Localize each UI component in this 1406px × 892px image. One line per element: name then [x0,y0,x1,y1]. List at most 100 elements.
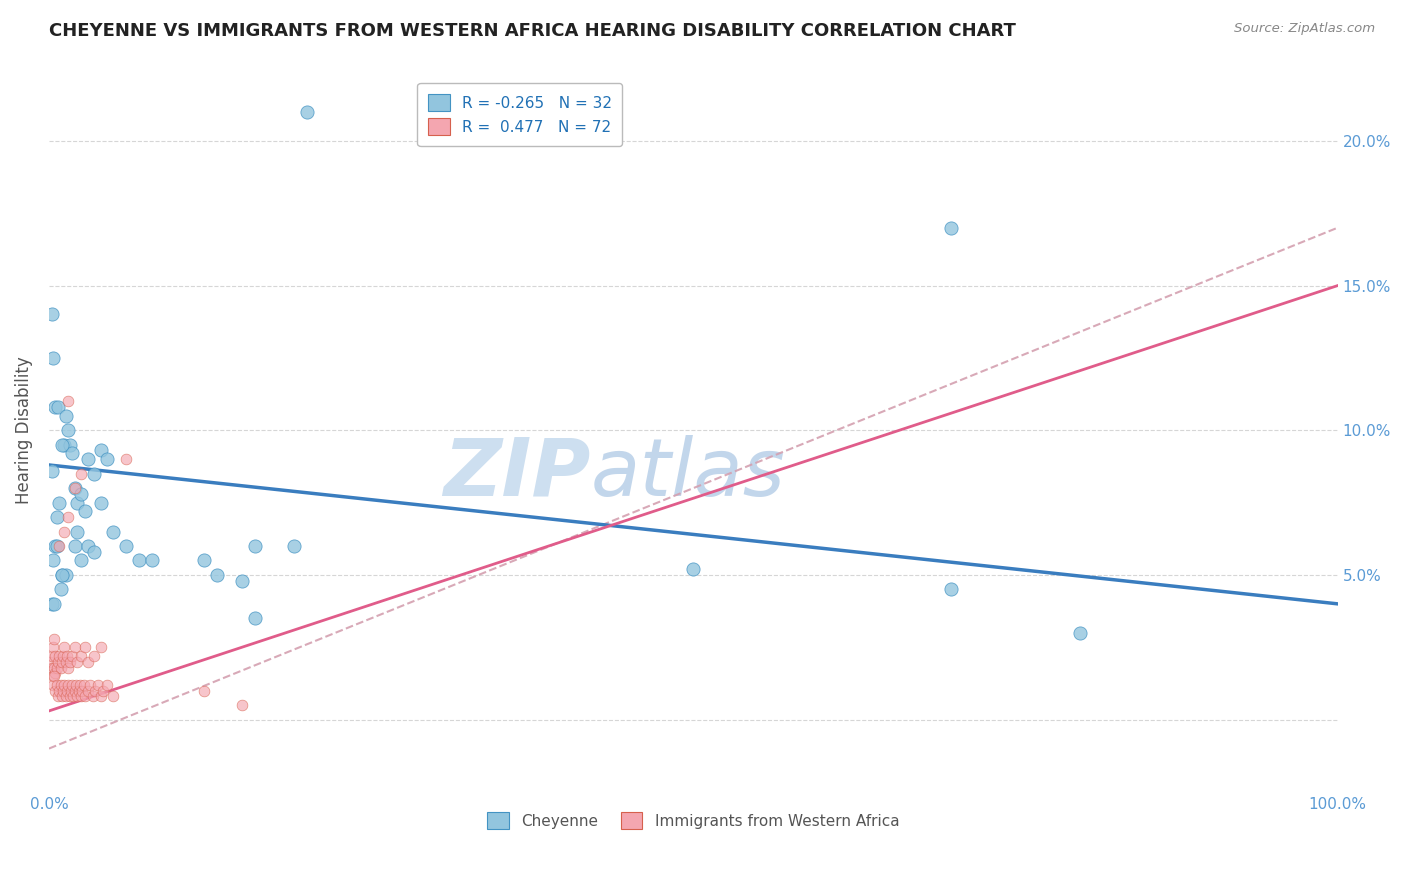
Point [91,683,114,698]
Point [52,648,75,663]
Text: atlas: atlas [591,434,785,513]
Point [56,648,79,663]
Point [205,568,228,582]
Point [48,539,70,553]
Legend: Cheyenne, Immigrants from Western Africa: Cheyenne, Immigrants from Western Africa [481,806,905,835]
Point [939,582,962,597]
Point [70,487,93,501]
Point [42,678,65,692]
Point [243,611,266,625]
Point [62,690,84,704]
Point [41,660,63,674]
Point [193,553,215,567]
Point [243,539,266,553]
Point [66,495,89,509]
Point [70,648,93,663]
Text: CHEYENNE VS IMMIGRANTS FROM WESTERN AFRICA HEARING DISABILITY CORRELATION CHART: CHEYENNE VS IMMIGRANTS FROM WESTERN AFRI… [49,22,1017,40]
Point [45,660,67,674]
Point [45,510,67,524]
Point [51,568,73,582]
Point [89,443,111,458]
Point [128,553,150,567]
Point [84,683,107,698]
Point [45,678,67,692]
Point [83,545,105,559]
Point [89,495,111,509]
Point [96,452,118,467]
Point [96,678,118,692]
Point [66,524,89,539]
Point [53,678,76,692]
Point [60,648,83,663]
Point [55,655,77,669]
Point [63,640,86,655]
Point [89,640,111,655]
Point [48,648,70,663]
Point [42,669,65,683]
Point [115,539,138,553]
Point [63,481,86,495]
Point [59,683,82,698]
Point [58,690,80,704]
Point [49,678,72,692]
Point [51,690,73,704]
Point [73,690,96,704]
Point [44,400,66,414]
Point [63,481,86,495]
Point [51,655,73,669]
Point [70,553,93,567]
Point [231,698,253,713]
Point [73,504,96,518]
Point [58,655,80,669]
Point [76,655,98,669]
Point [231,574,253,588]
Point [44,683,66,698]
Point [49,582,72,597]
Point [76,452,98,467]
Point [58,510,80,524]
Point [51,568,73,582]
Point [87,678,110,692]
Point [42,660,65,674]
Point [115,452,138,467]
Point [45,539,67,553]
Point [67,683,90,698]
Point [55,568,77,582]
Point [141,553,163,567]
Point [58,438,80,452]
Point [103,524,125,539]
Point [55,409,77,423]
Text: ZIP: ZIP [443,434,591,513]
Point [60,678,83,692]
Point [49,660,72,674]
Point [58,660,80,674]
Point [41,464,63,478]
Point [193,683,215,698]
Point [103,690,125,704]
Point [60,446,83,460]
Point [53,640,76,655]
Point [66,690,89,704]
Point [42,669,65,683]
Point [65,678,87,692]
Point [41,308,63,322]
Point [52,683,75,698]
Point [53,524,76,539]
Point [46,655,69,669]
Point [55,690,77,704]
Point [41,597,63,611]
Point [295,104,318,119]
Point [48,683,70,698]
Point [72,683,94,698]
Point [41,648,63,663]
Point [76,683,98,698]
Point [70,467,93,481]
Point [39,655,62,669]
Point [89,690,111,704]
Point [83,467,105,481]
Point [73,678,96,692]
Point [82,690,104,704]
Point [63,539,86,553]
Point [73,640,96,655]
Point [42,632,65,646]
